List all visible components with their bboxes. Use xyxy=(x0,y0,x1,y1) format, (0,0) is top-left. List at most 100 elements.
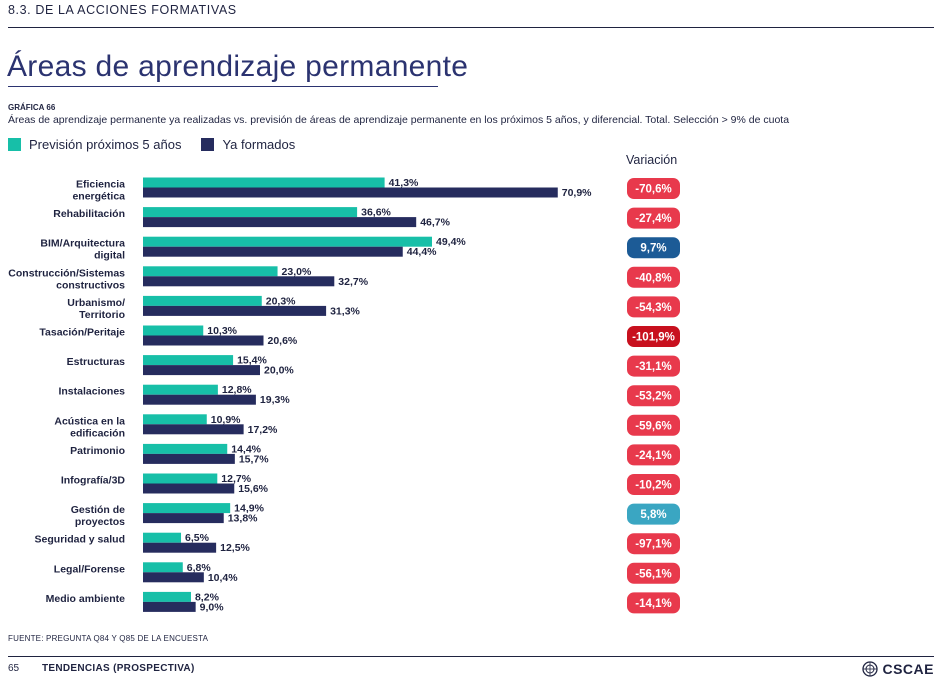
forecast-value-label: 36,6% xyxy=(361,207,391,219)
cscae-logo: CSCAE xyxy=(862,661,934,677)
variation-value-label: -101,9% xyxy=(632,332,675,344)
category-label: Seguridad y salud xyxy=(35,534,125,546)
figure-caption: Áreas de aprendizaje permanente ya reali… xyxy=(8,114,790,126)
trained-bar xyxy=(143,572,204,583)
trained-value-label: 32,7% xyxy=(338,276,368,288)
variation-value-label: -70,6% xyxy=(635,184,671,196)
variation-value-label: -27,4% xyxy=(635,213,671,225)
chart-legend: Previsión próximos 5 años Ya formados xyxy=(8,137,315,152)
variation-badge xyxy=(627,562,680,584)
variation-value-label: -10,2% xyxy=(635,480,671,492)
variation-badge xyxy=(627,592,680,614)
variation-value-label: -40,8% xyxy=(635,272,671,284)
forecast-value-label: 12,8% xyxy=(222,384,252,396)
page-number: 65 xyxy=(8,663,20,674)
page-title: Áreas de aprendizaje permanente xyxy=(7,50,469,83)
forecast-bar xyxy=(143,236,432,247)
variation-badge xyxy=(627,503,680,525)
category-label: Legal/Forense xyxy=(54,563,125,575)
forecast-value-label: 41,3% xyxy=(389,177,419,189)
trained-bar xyxy=(143,276,335,287)
forecast-bar xyxy=(143,177,385,188)
trained-bar xyxy=(143,483,235,494)
variation-value-label: -24,1% xyxy=(635,450,671,462)
variation-value-label: 5,8% xyxy=(640,509,666,521)
forecast-bar xyxy=(143,295,262,306)
legend-label-forecast: Previsión próximos 5 años xyxy=(29,137,182,152)
forecast-bar xyxy=(143,266,278,277)
forecast-bar xyxy=(143,355,234,366)
legend-item-trained: Ya formados xyxy=(201,137,295,152)
forecast-bar xyxy=(143,503,231,514)
forecast-bar xyxy=(143,443,228,454)
category-label: Patrimonio xyxy=(70,445,125,457)
source-note: FUENTE: PREGUNTA Q84 Y Q85 DE LA ENCUEST… xyxy=(8,634,209,643)
trained-value-label: 44,4% xyxy=(407,246,437,258)
variation-badge xyxy=(627,414,680,436)
trained-value-label: 10,4% xyxy=(208,572,238,584)
trained-bar xyxy=(143,335,264,346)
category-label: Medio ambiente xyxy=(46,593,126,605)
forecast-value-label: 23,0% xyxy=(282,266,312,278)
variation-badge xyxy=(627,326,680,347)
legend-swatch-forecast xyxy=(8,138,21,151)
category-label: Acústica en la edificación xyxy=(54,415,125,439)
forecast-value-label: 12,7% xyxy=(221,473,251,485)
variation-value-label: -53,2% xyxy=(635,391,671,403)
logo-text: CSCAE xyxy=(882,661,934,677)
trained-bar xyxy=(143,424,244,435)
variation-value-label: -31,1% xyxy=(635,361,671,373)
bottom-divider xyxy=(8,656,934,657)
category-label: BIM/Arquitectura digital xyxy=(40,238,125,262)
forecast-value-label: 8,2% xyxy=(195,591,220,603)
footer-title: TENDENCIAS (PROSPECTIVA) xyxy=(42,663,195,674)
category-label: Construcción/Sistemas constructivos xyxy=(8,267,125,291)
variation-value-label: -54,3% xyxy=(635,302,671,314)
title-underline xyxy=(8,86,438,87)
trained-value-label: 20,0% xyxy=(264,365,294,377)
forecast-value-label: 6,8% xyxy=(187,562,212,574)
variation-badge xyxy=(627,444,680,466)
trained-bar xyxy=(143,542,217,553)
trained-bar xyxy=(143,601,196,612)
trained-value-label: 15,7% xyxy=(239,453,269,465)
category-label: Rehabilitación xyxy=(53,208,125,220)
trained-value-label: 20,6% xyxy=(268,335,298,347)
variation-badge xyxy=(627,296,680,318)
variation-header: Variación xyxy=(626,153,678,167)
variation-badge xyxy=(627,533,680,555)
trained-value-label: 12,5% xyxy=(220,542,250,554)
forecast-value-label: 10,3% xyxy=(207,325,237,337)
variation-badge xyxy=(627,474,680,495)
forecast-bar xyxy=(143,532,182,543)
trained-bar xyxy=(143,394,256,405)
variation-value-label: -56,1% xyxy=(635,568,671,580)
variation-value-label: 9,7% xyxy=(640,243,666,255)
forecast-value-label: 49,4% xyxy=(436,236,466,248)
forecast-bar xyxy=(143,591,191,602)
forecast-bar xyxy=(143,207,358,218)
trained-value-label: 19,3% xyxy=(260,394,290,406)
forecast-bar xyxy=(143,473,218,484)
legend-swatch-trained xyxy=(201,138,215,151)
variation-badge xyxy=(627,266,680,288)
legend-label-trained: Ya formados xyxy=(222,137,296,152)
category-label: Infografía/3D xyxy=(61,475,126,487)
forecast-bar xyxy=(143,325,204,336)
trained-bar xyxy=(143,453,235,464)
forecast-value-label: 14,9% xyxy=(234,503,264,515)
forecast-value-label: 6,5% xyxy=(185,532,210,544)
variation-value-label: -97,1% xyxy=(635,539,671,551)
variation-value-label: -14,1% xyxy=(635,598,671,610)
section-label: 8.3. DE LA ACCIONES FORMATIVAS xyxy=(8,3,237,17)
variation-badge xyxy=(627,237,680,259)
forecast-value-label: 20,3% xyxy=(266,295,296,307)
trained-value-label: 9,0% xyxy=(200,601,225,613)
trained-bar xyxy=(143,246,403,257)
trained-value-label: 31,3% xyxy=(330,305,360,317)
forecast-bar xyxy=(143,414,207,425)
trained-value-label: 70,9% xyxy=(562,187,592,199)
variation-badge xyxy=(627,178,680,199)
trained-bar xyxy=(143,365,260,376)
